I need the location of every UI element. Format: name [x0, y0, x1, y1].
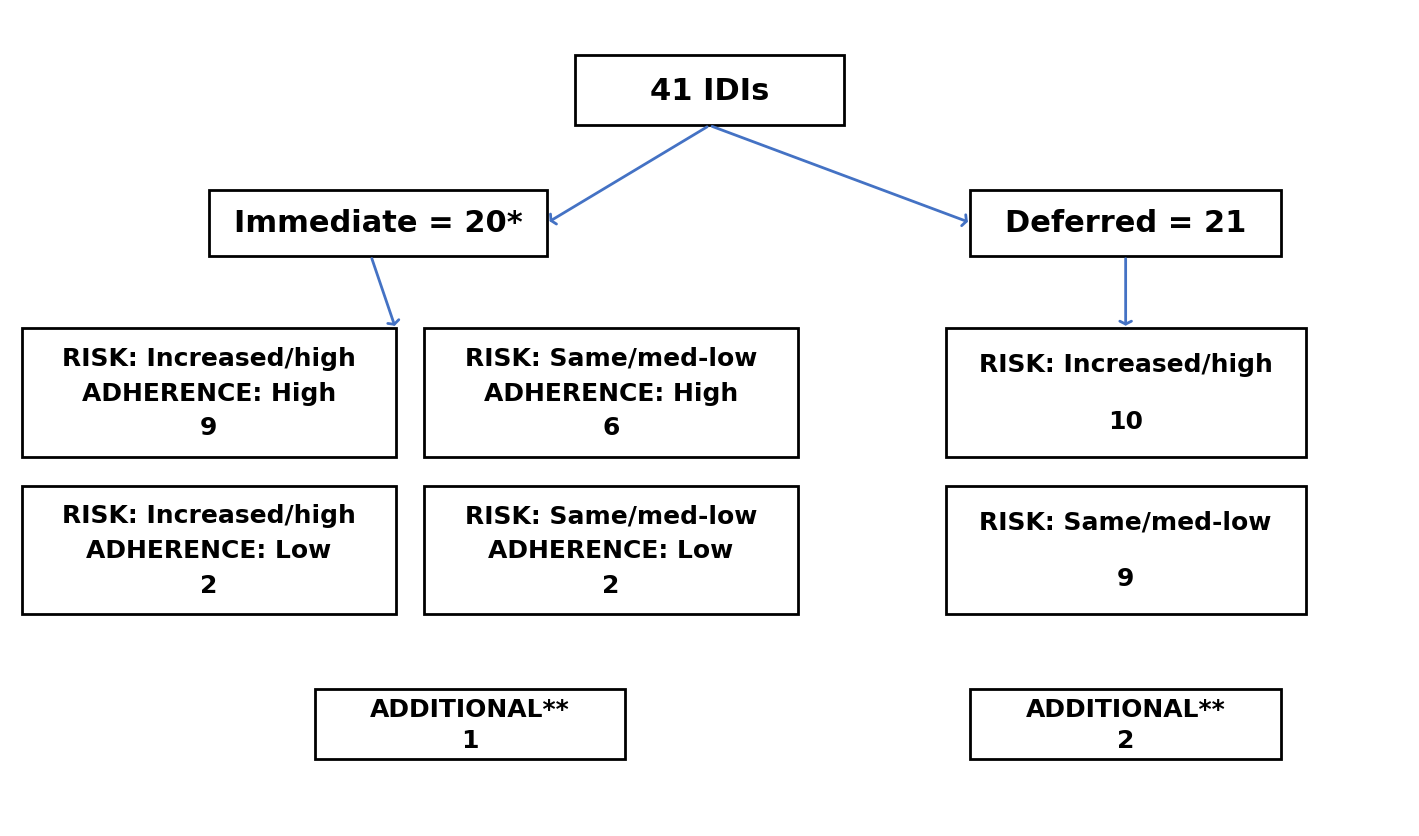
Text: RISK: Increased/high: RISK: Increased/high — [62, 347, 356, 370]
FancyBboxPatch shape — [315, 689, 624, 759]
FancyBboxPatch shape — [971, 191, 1281, 257]
FancyBboxPatch shape — [424, 487, 797, 614]
Text: ADHERENCE: High: ADHERENCE: High — [81, 381, 336, 405]
FancyBboxPatch shape — [21, 329, 396, 457]
Text: 6: 6 — [602, 415, 620, 440]
FancyBboxPatch shape — [576, 56, 843, 126]
Text: ADDITIONAL**: ADDITIONAL** — [1026, 696, 1226, 721]
Text: 10: 10 — [1108, 410, 1144, 433]
Text: Immediate = 20*: Immediate = 20* — [234, 209, 522, 238]
Text: ADHERENCE: Low: ADHERENCE: Low — [87, 538, 332, 563]
Text: Deferred = 21: Deferred = 21 — [1005, 209, 1246, 238]
Text: 9: 9 — [1117, 567, 1134, 591]
FancyBboxPatch shape — [971, 689, 1281, 759]
Text: ADHERENCE: High: ADHERENCE: High — [484, 381, 738, 405]
Text: 41 IDIs: 41 IDIs — [650, 77, 769, 105]
FancyBboxPatch shape — [209, 191, 548, 257]
Text: 9: 9 — [200, 415, 217, 440]
FancyBboxPatch shape — [21, 487, 396, 614]
FancyBboxPatch shape — [424, 329, 797, 457]
Text: RISK: Increased/high: RISK: Increased/high — [979, 353, 1273, 377]
Text: RISK: Same/med-low: RISK: Same/med-low — [464, 347, 756, 370]
Text: 2: 2 — [1117, 727, 1134, 752]
Text: 1: 1 — [461, 727, 478, 752]
Text: 2: 2 — [200, 573, 217, 597]
Text: RISK: Increased/high: RISK: Increased/high — [62, 504, 356, 528]
Text: RISK: Same/med-low: RISK: Same/med-low — [464, 504, 756, 528]
Text: ADDITIONAL**: ADDITIONAL** — [370, 696, 569, 721]
Text: ADHERENCE: Low: ADHERENCE: Low — [488, 538, 734, 563]
FancyBboxPatch shape — [946, 487, 1305, 614]
Text: RISK: Same/med-low: RISK: Same/med-low — [979, 510, 1271, 534]
FancyBboxPatch shape — [946, 329, 1305, 457]
Text: 2: 2 — [602, 573, 620, 597]
